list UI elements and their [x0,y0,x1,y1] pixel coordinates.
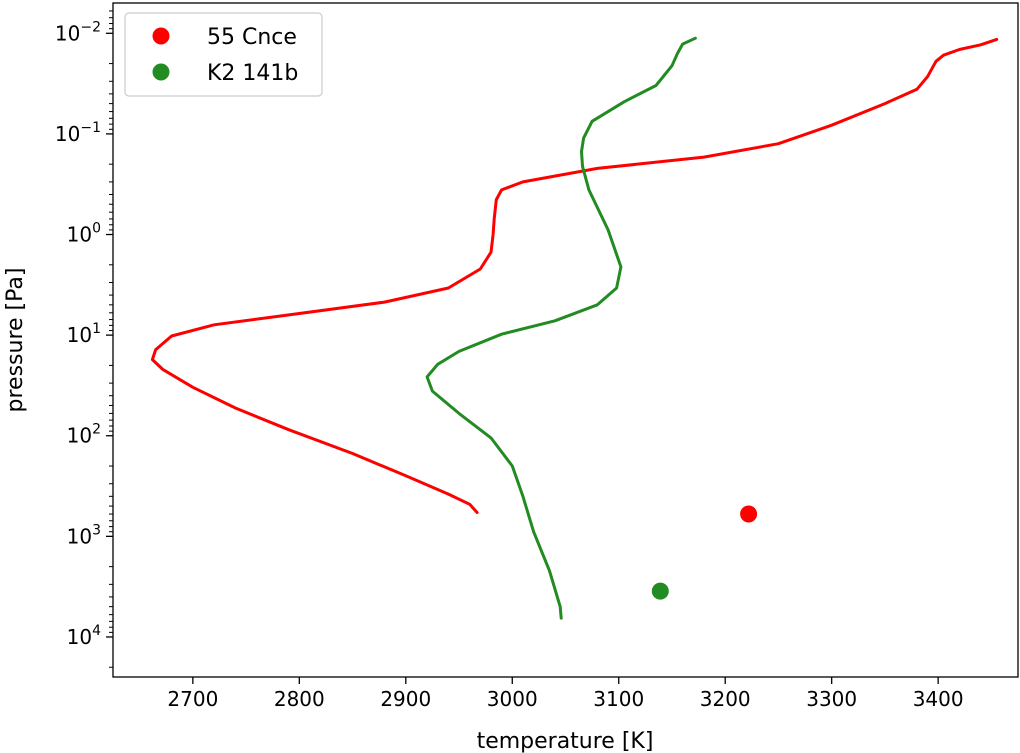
data-points [651,505,758,600]
x-tick-label: 3300 [806,687,857,711]
y-tick-label: 10−2 [55,19,101,45]
y-tick-label: 10−1 [55,120,101,146]
y-tick-label: 103 [67,522,101,548]
legend-marker-k2-141b [152,63,170,81]
y-axis: 10−2 10−1 100 101 102 103 104 [55,10,113,668]
x-tick-label: 3100 [593,687,644,711]
x-tick-label: 2900 [380,687,431,711]
x-axis-label: temperature [K] [477,729,654,753]
legend-label-k2-141b: K2 141b [207,61,298,86]
data-lines [150,36,999,620]
plot-frame [112,2,1019,678]
y-axis-label: pressure [Pa] [3,268,28,413]
series-line-k2-141b [425,36,697,620]
scatter-point-55-cnce [740,505,758,523]
x-tick-label: 3400 [913,687,964,711]
y-tick-label: 104 [67,623,101,649]
legend-box [124,12,323,97]
y-tick-label: 100 [67,221,101,247]
y-tick-label: 101 [67,321,101,347]
x-tick-label: 3200 [700,687,751,711]
x-axis: 2700 2800 2900 3000 3100 3200 3300 3400 [167,677,964,711]
legend: 55 Cnce K2 141b [124,12,323,97]
x-tick-label: 2800 [274,687,325,711]
legend-label-55-cnce: 55 Cnce [207,25,297,50]
scatter-point-k2-141b [651,582,669,600]
legend-marker-55-cnce [152,27,170,45]
x-tick-label: 2700 [167,687,218,711]
series-line-55-cnce [150,37,999,514]
y-tick-label: 102 [67,422,101,448]
x-tick-label: 3000 [487,687,538,711]
